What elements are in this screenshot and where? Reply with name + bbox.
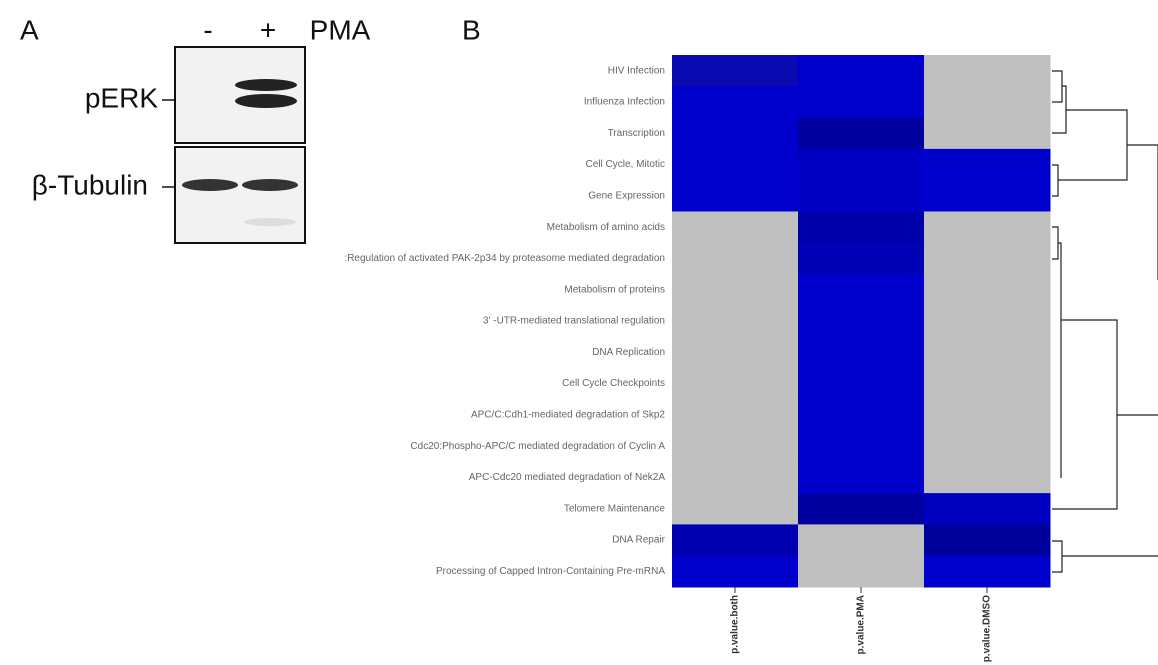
row-label: Influenza Infection bbox=[584, 97, 665, 108]
column-label: p.value.DMSO bbox=[982, 595, 993, 662]
heatmap-cell bbox=[672, 55, 799, 87]
heatmap-cell bbox=[672, 274, 799, 306]
heatmap-cell bbox=[798, 337, 925, 369]
heatmap-cell bbox=[924, 337, 1051, 369]
row-label: APC-Cdc20 mediated degradation of Nek2A bbox=[469, 472, 666, 483]
heatmap-cell bbox=[924, 305, 1051, 337]
heatmap-cell bbox=[924, 493, 1051, 525]
row-label: Metabolism of proteins bbox=[564, 284, 665, 295]
heatmap-cell bbox=[924, 274, 1051, 306]
heatmap-cell bbox=[672, 149, 799, 181]
heatmap-cell bbox=[672, 368, 799, 400]
heatmap-cell bbox=[924, 211, 1051, 243]
treatment-label: PMA bbox=[310, 14, 371, 45]
heatmap-cell bbox=[672, 118, 799, 150]
row-label: Processing of Capped Intron-Containing P… bbox=[436, 566, 665, 577]
heatmap-cell bbox=[798, 86, 925, 118]
heatmap-cell bbox=[672, 211, 799, 243]
heatmap-cell bbox=[672, 399, 799, 431]
row-label: 3' -UTR-mediated translational regulatio… bbox=[483, 316, 665, 327]
heatmap-cell bbox=[924, 431, 1051, 463]
figure: A - + PMA pERK β-Tubulin B HIV Infection… bbox=[0, 0, 1158, 665]
row-label: APC/C:Cdh1-mediated degradation of Skp2 bbox=[471, 410, 665, 421]
dendrogram bbox=[1052, 71, 1158, 572]
column-label: p.value.both bbox=[730, 595, 741, 654]
row-label: Metabolism of amino acids bbox=[547, 222, 665, 233]
heatmap-cell bbox=[672, 462, 799, 494]
heatmap-cell bbox=[672, 305, 799, 337]
row-label: Gene Expression bbox=[588, 190, 665, 201]
heatmap-cell bbox=[924, 243, 1051, 275]
heatmap-cell bbox=[798, 274, 925, 306]
blot-label: β-Tubulin bbox=[32, 169, 148, 200]
row-label: Cdc20:Phospho-APC/C mediated degradation… bbox=[410, 441, 665, 452]
row-label: Transcription bbox=[608, 128, 665, 139]
row-label: Telomere Maintenance bbox=[564, 503, 666, 514]
condition-label: - bbox=[203, 14, 212, 45]
heatmap-cell bbox=[798, 243, 925, 275]
column-label: p.value.PMA bbox=[856, 595, 867, 654]
heatmap-cell bbox=[798, 493, 925, 525]
heatmap-cell bbox=[798, 55, 925, 87]
heatmap-cell bbox=[672, 524, 799, 556]
heatmap-cell bbox=[672, 86, 799, 118]
panel-label: A bbox=[20, 14, 39, 45]
heatmap-cell bbox=[798, 524, 925, 556]
row-label: DNA Replication bbox=[592, 347, 665, 358]
heatmap-cell bbox=[672, 493, 799, 525]
heatmap-cell bbox=[798, 180, 925, 212]
row-label: DNA Repair bbox=[612, 535, 665, 546]
heatmap-cell bbox=[798, 368, 925, 400]
heatmap-cell bbox=[924, 462, 1051, 494]
heatmap-cell bbox=[798, 462, 925, 494]
heatmap-cell bbox=[672, 337, 799, 369]
heatmap-cell bbox=[924, 180, 1051, 212]
heatmap-cell bbox=[798, 211, 925, 243]
row-label: Cell Cycle, Mitotic bbox=[586, 159, 665, 170]
heatmap-cell bbox=[798, 431, 925, 463]
heatmap-cell bbox=[924, 55, 1051, 87]
heatmap-cell bbox=[924, 556, 1051, 588]
heatmap-cell bbox=[798, 556, 925, 588]
heatmap-cell bbox=[798, 399, 925, 431]
row-label: :Regulation of activated PAK-2p34 by pro… bbox=[344, 253, 665, 264]
heatmap-cell bbox=[672, 243, 799, 275]
panel-label: B bbox=[462, 14, 481, 45]
heatmap-cell bbox=[924, 149, 1051, 181]
heatmap-cell bbox=[924, 118, 1051, 150]
heatmap-cell bbox=[798, 149, 925, 181]
heatmap-cell bbox=[924, 399, 1051, 431]
heatmap-cell bbox=[672, 556, 799, 588]
blot-label: pERK bbox=[85, 82, 158, 113]
heatmap-cell bbox=[924, 86, 1051, 118]
heatmap-cell bbox=[798, 118, 925, 150]
condition-label: + bbox=[260, 14, 276, 45]
heatmap-cell bbox=[924, 368, 1051, 400]
row-label: HIV Infection bbox=[608, 65, 665, 76]
heatmap-cell bbox=[924, 524, 1051, 556]
heatmap-cell bbox=[672, 180, 799, 212]
row-label: Cell Cycle Checkpoints bbox=[562, 378, 665, 389]
blot-image bbox=[162, 47, 305, 243]
heatmap-cell bbox=[798, 305, 925, 337]
heatmap-cell bbox=[672, 431, 799, 463]
